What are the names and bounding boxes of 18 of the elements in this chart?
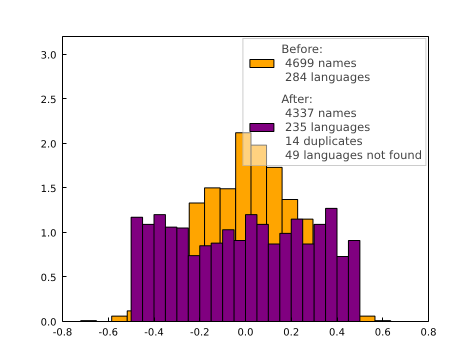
x-tick-label: -0.8 <box>52 328 72 338</box>
x-tick-label: 0.6 <box>374 328 391 338</box>
x-tick-label: -0.6 <box>98 328 118 338</box>
legend-label: Before: 4699 names 284 languages <box>281 42 370 84</box>
y-tick-label: 0.0 <box>40 318 57 328</box>
y-tick-label: 2.5 <box>40 94 57 106</box>
y-tick-label: 0.5 <box>40 272 57 284</box>
y-tick-label: 1.5 <box>40 184 57 195</box>
y-tick-label: 2.0 <box>40 139 57 150</box>
x-tick-label: 0.0 <box>238 328 254 338</box>
x-tick-label: -0.2 <box>190 328 210 338</box>
x-tick-label: 0.2 <box>283 328 300 338</box>
y-tick-label: 1.0 <box>40 228 57 240</box>
x-tick-label: -0.4 <box>144 328 164 338</box>
legend-label: After: 4337 names 235 languages 14 duplicates 49 languages not found <box>281 92 422 162</box>
x-tick-label: 0.4 <box>329 328 345 338</box>
x-tick-label: 0.8 <box>420 328 436 338</box>
y-tick-label: 3.0 <box>40 50 57 62</box>
